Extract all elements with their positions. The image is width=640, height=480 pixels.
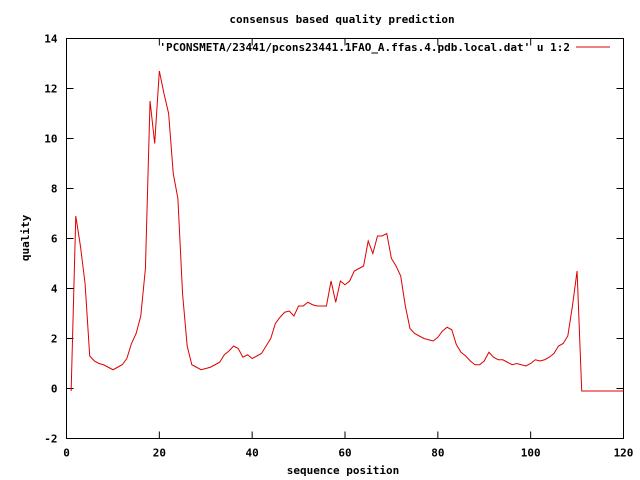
x-tick-label: 120 [614, 447, 634, 460]
legend: 'PCONSMETA/23441/pcons23441.1FAO_A.ffas.… [159, 41, 610, 54]
y-tick-label: 6 [51, 233, 58, 246]
series-line [70, 70, 624, 392]
y-tick-label: 14 [44, 33, 58, 46]
plot-frame [66, 38, 624, 439]
x-tick-label: 0 [63, 447, 70, 460]
y-tick-label: -2 [44, 433, 57, 446]
x-tick-label: 100 [521, 447, 541, 460]
chart-title: consensus based quality prediction [229, 13, 454, 26]
legend-label: 'PCONSMETA/23441/pcons23441.1FAO_A.ffas.… [159, 41, 570, 54]
y-tick-label: 4 [51, 283, 58, 296]
y-axis-label: quality [19, 214, 32, 261]
x-axis-label: sequence position [287, 464, 400, 477]
x-tick-label: 40 [246, 447, 259, 460]
x-tick-label: 20 [153, 447, 166, 460]
y-tick-label: 2 [51, 333, 58, 346]
series-layer [70, 70, 624, 392]
y-tick-label: 8 [51, 183, 58, 196]
y-tick-label: 0 [51, 383, 58, 396]
x-tick-label: 60 [338, 447, 351, 460]
axis-ticks: -2 0 2 4 6 8 10 12 14 0 20 40 60 80 100 120 [44, 33, 633, 460]
y-tick-label: 12 [44, 83, 57, 96]
y-tick-label: 10 [44, 133, 57, 146]
x-tick-label: 80 [431, 447, 444, 460]
